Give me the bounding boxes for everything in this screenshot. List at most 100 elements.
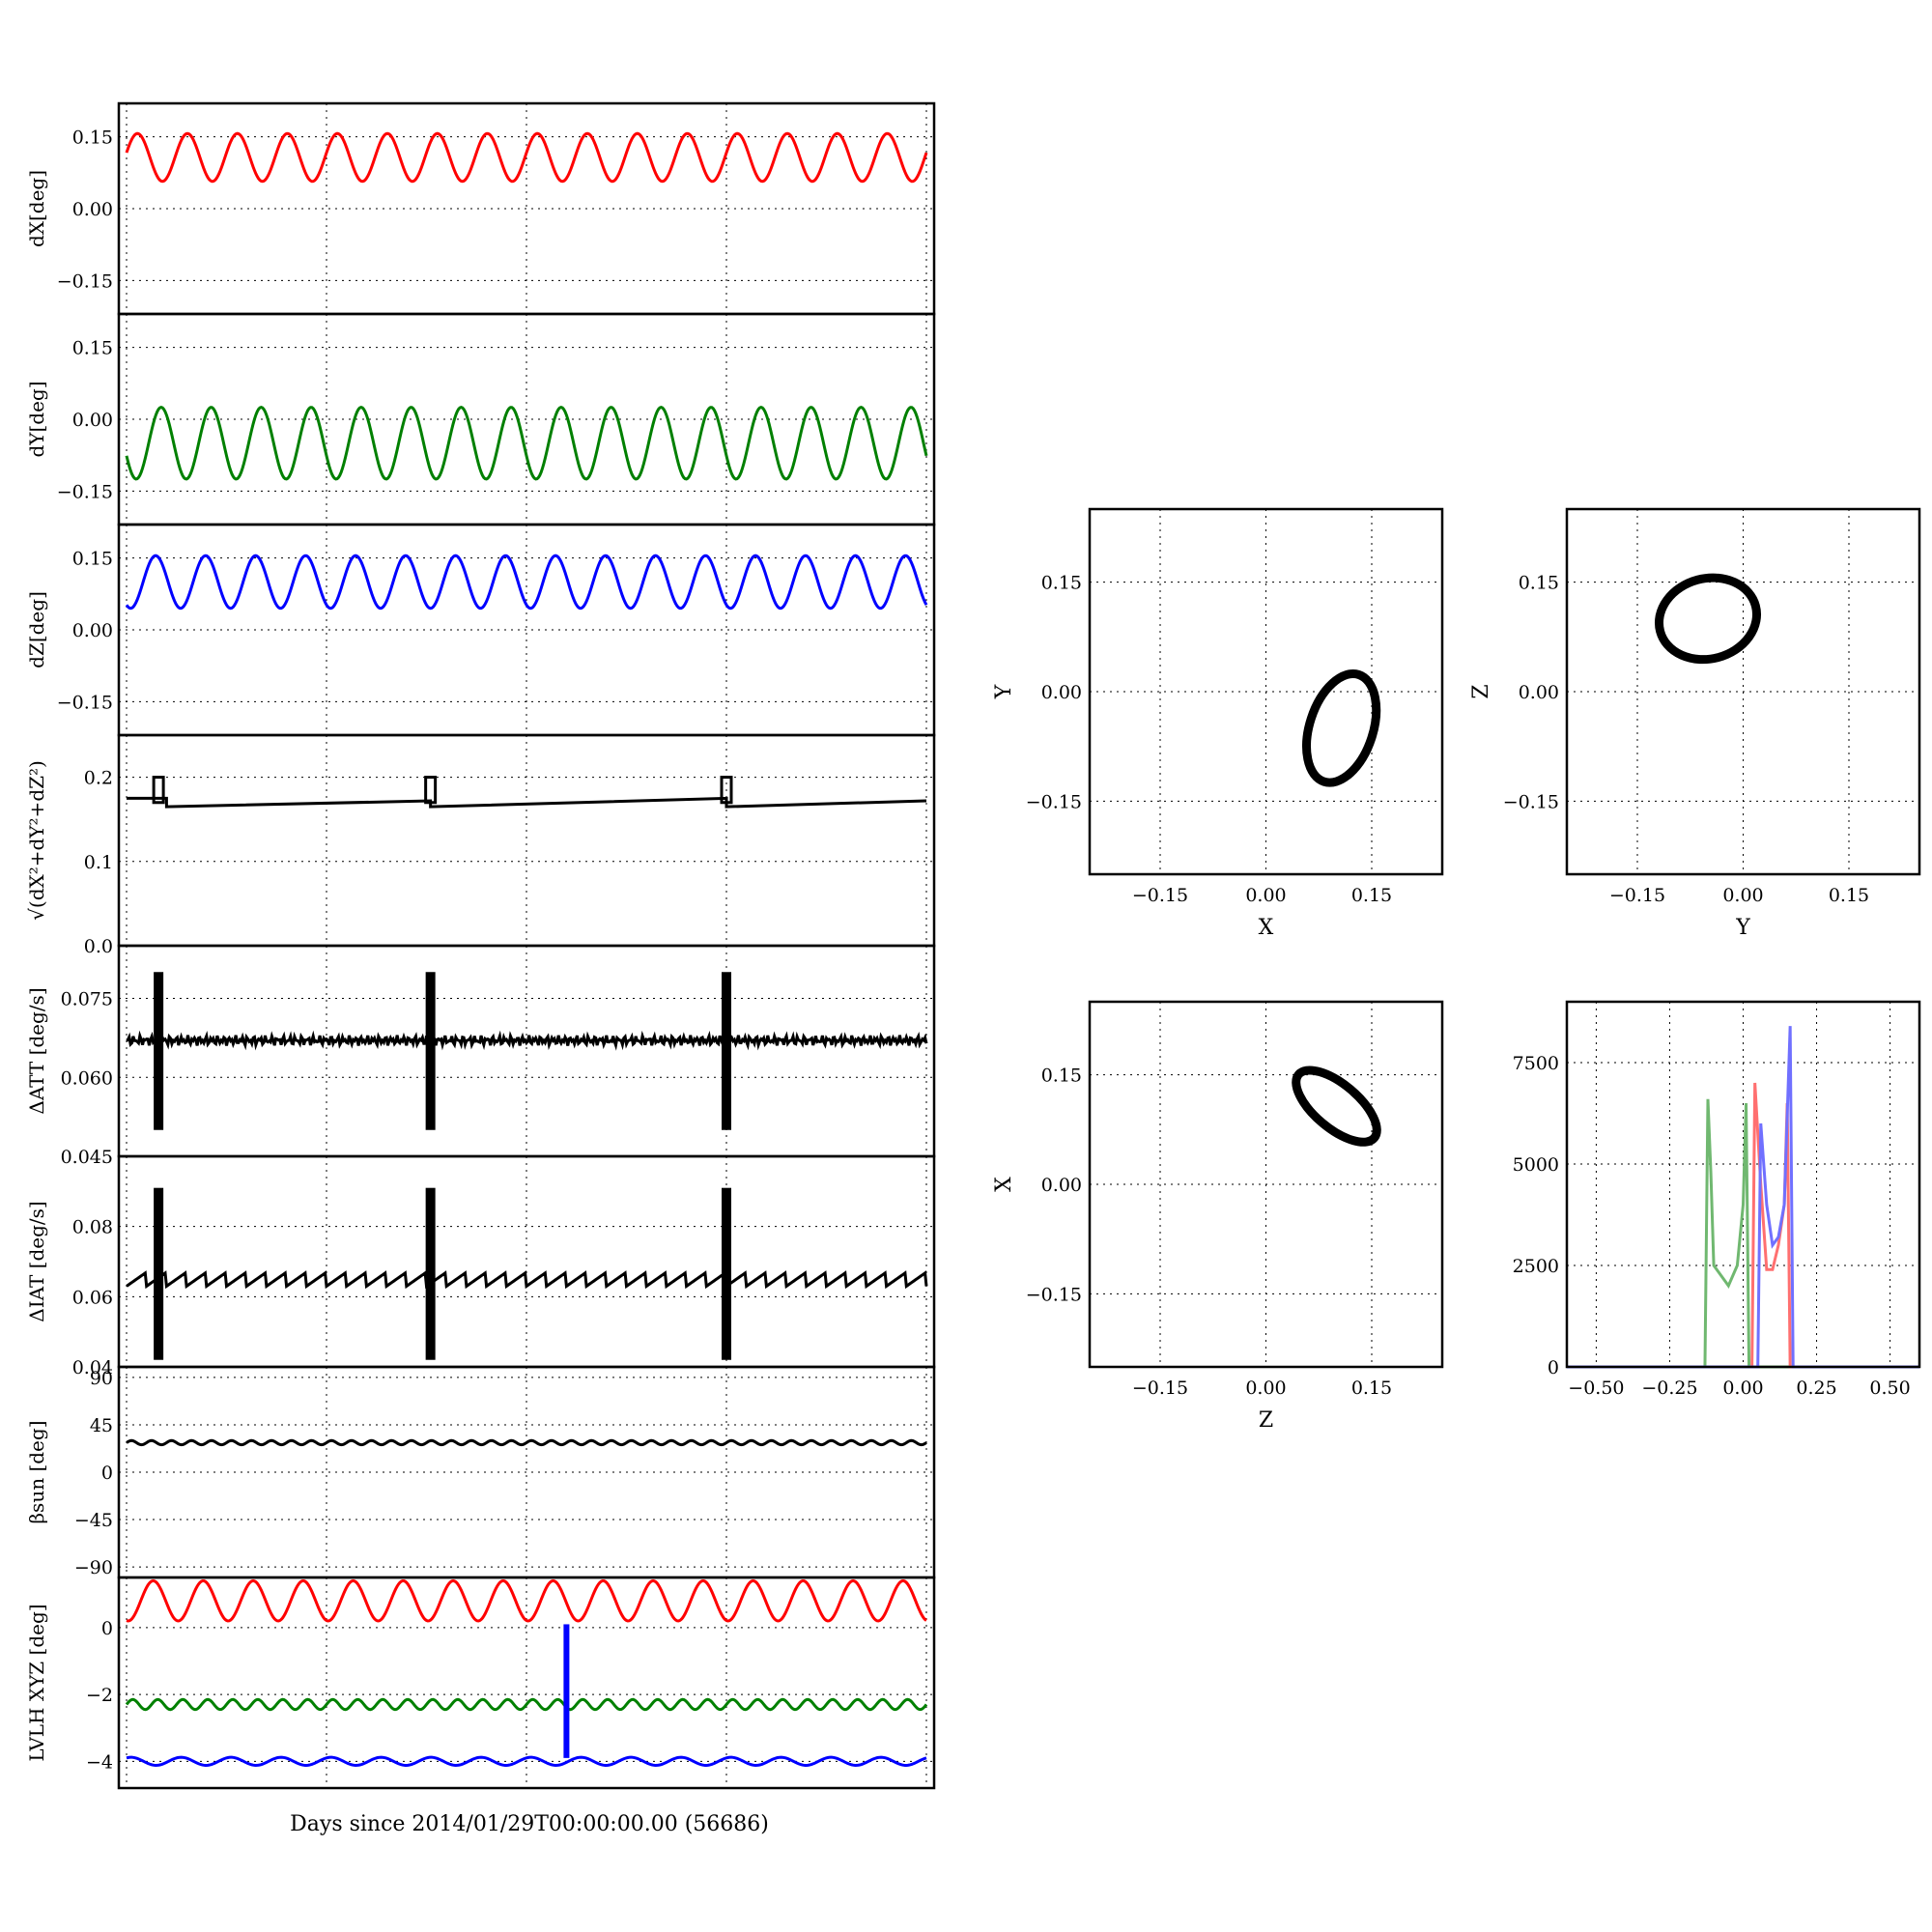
x-tick-label: 0.00 <box>1245 1378 1286 1399</box>
panel-beta: 90 45 0 −45 −90 βsun [deg] <box>25 1365 936 1579</box>
x-tick-label: −0.25 <box>1641 1378 1697 1399</box>
panel-frame <box>117 733 936 948</box>
orbit-ellipse <box>1292 1065 1381 1147</box>
series-spike <box>722 972 731 1130</box>
x-axis-label: Z <box>1259 1408 1273 1433</box>
y-axis-label: ΔATT [deg/s] <box>25 987 48 1114</box>
series-spike <box>424 776 438 805</box>
panel-frame <box>117 1154 936 1369</box>
panel-frame <box>117 1576 936 1790</box>
y-tick-label: 0.00 <box>1041 1175 1082 1196</box>
y-tick-label: −0.15 <box>1026 1284 1082 1305</box>
panel-YZ: −0.15 −0.15 0.00 0.00 0.15 0.15 Y Z <box>1469 507 1921 940</box>
x-tick-label: 0.15 <box>1829 885 1869 906</box>
x-tick-label: 0.15 <box>1351 885 1392 906</box>
y-tick-label: 0.00 <box>72 199 113 220</box>
y-tick-label: 45 <box>90 1415 113 1436</box>
chart-panels: 0.15 0.00 −0.15 dX[deg] 0.15 0.00 −0.15 dY[deg]… <box>25 101 1921 1790</box>
x-tick-label: −0.15 <box>1609 885 1665 906</box>
y-tick-label: 0.15 <box>1519 573 1559 594</box>
series-line-black <box>126 1270 928 1290</box>
orbit-ellipse <box>1302 669 1381 787</box>
series-line-red <box>125 131 928 184</box>
panel-dX: 0.15 0.00 −0.15 dX[deg] <box>25 101 936 316</box>
y-axis-label: √(dX²+dY²+dZ²) <box>25 760 48 921</box>
x-tick-label: −0.50 <box>1568 1378 1624 1399</box>
panel-dR: 0.2 0.1 0.0 √(dX²+dY²+dZ²) <box>25 733 936 957</box>
y-tick-label: 90 <box>90 1368 113 1389</box>
y-tick-label: 0.15 <box>72 338 113 359</box>
y-tick-label: 0.2 <box>84 768 113 789</box>
y-tick-label: 0.045 <box>61 1147 113 1168</box>
series-spike <box>425 972 436 1130</box>
x-tick-label: −0.15 <box>1132 1378 1188 1399</box>
series-spike <box>720 776 733 805</box>
x-axis-label: X <box>1259 916 1274 940</box>
y-tick-label: −0.15 <box>57 481 113 502</box>
y-tick-label: 7500 <box>1513 1053 1559 1074</box>
hist-line-hist_green <box>1567 1098 1919 1369</box>
y-tick-label: 0.04 <box>72 1357 113 1378</box>
hist-line-hist_red <box>1567 1082 1919 1369</box>
panel-frame <box>117 944 936 1158</box>
y-tick-label: 0.00 <box>1041 682 1082 703</box>
y-tick-label: 0.15 <box>1041 1065 1082 1087</box>
y-tick-label: −0.15 <box>57 270 113 292</box>
series-line-blue <box>125 554 928 611</box>
y-axis-label: LVLH XYZ [deg] <box>25 1604 48 1761</box>
panel-frame <box>1565 1000 1921 1369</box>
y-axis-label: ΔIAT [deg/s] <box>25 1201 48 1321</box>
y-tick-label: −2 <box>86 1685 113 1706</box>
panel-dZ: 0.15 0.00 −0.15 dZ[deg] <box>25 523 936 737</box>
x-tick-label: −0.15 <box>1132 885 1188 906</box>
panel-ZX: −0.15 −0.15 0.00 0.00 0.15 0.15 Z X <box>992 1000 1444 1433</box>
panel-frame <box>1565 507 1921 876</box>
y-tick-label: 0 <box>101 1463 113 1484</box>
panel-hist: −0.50 −0.25 0.00 0.25 0.50 0 2500 5000 7500 <box>1513 1000 1921 1399</box>
y-axis-label: X <box>992 1177 1016 1192</box>
series-line-blue <box>126 1755 927 1767</box>
series-spike <box>154 972 164 1130</box>
series-spike <box>152 776 165 805</box>
y-tick-label: 0.060 <box>61 1067 113 1089</box>
series-spike <box>154 1187 164 1360</box>
y-tick-label: −4 <box>86 1751 113 1773</box>
y-axis-label: Z <box>1469 684 1493 698</box>
panel-XY: −0.15 −0.15 0.00 0.00 0.15 0.15 X Y <box>992 507 1444 940</box>
y-tick-label: −90 <box>74 1557 113 1578</box>
x-tick-label: 0.00 <box>1722 1378 1763 1399</box>
y-tick-label: 0.15 <box>72 549 113 570</box>
y-axis-label: dX[deg] <box>25 170 48 247</box>
y-tick-label: 0.06 <box>72 1287 113 1308</box>
y-tick-label: 0 <box>101 1618 113 1639</box>
x-tick-label: 0.50 <box>1869 1378 1910 1399</box>
y-tick-label: 0 <box>1548 1357 1559 1378</box>
hist-line-hist_blue <box>1567 1026 1919 1369</box>
x-tick-label: 0.15 <box>1351 1378 1392 1399</box>
series-line-black <box>126 1030 928 1051</box>
series-line-green <box>125 406 928 481</box>
y-tick-label: 0.1 <box>84 852 113 873</box>
panel-frame <box>1088 1000 1444 1369</box>
y-tick-label: 2500 <box>1513 1256 1559 1277</box>
x-tick-label: 0.25 <box>1796 1378 1836 1399</box>
panel-dATT: 0.075 0.060 0.045 ΔATT [deg/s] <box>25 944 936 1168</box>
series-line-black <box>127 796 927 809</box>
y-tick-label: 0.00 <box>72 410 113 431</box>
y-tick-label: 5000 <box>1513 1154 1559 1176</box>
y-tick-label: 0.08 <box>72 1217 113 1238</box>
x-tick-label: 0.00 <box>1722 885 1763 906</box>
y-tick-label: −0.15 <box>57 692 113 713</box>
y-tick-label: 0.15 <box>72 128 113 149</box>
y-axis-label: dY[deg] <box>25 381 48 457</box>
panel-lvlh: 0 −2 −4 LVLH XYZ [deg] <box>25 1576 936 1790</box>
y-tick-label: −45 <box>74 1510 113 1531</box>
y-tick-label: −0.15 <box>1503 791 1559 812</box>
y-tick-label: −0.15 <box>1026 791 1082 812</box>
y-tick-label: 0.00 <box>72 620 113 641</box>
panel-dY: 0.15 0.00 −0.15 dY[deg] <box>25 312 936 526</box>
series-line-black <box>126 1438 927 1447</box>
y-axis-label: dZ[deg] <box>25 591 48 668</box>
y-axis-label: βsun [deg] <box>25 1421 48 1524</box>
